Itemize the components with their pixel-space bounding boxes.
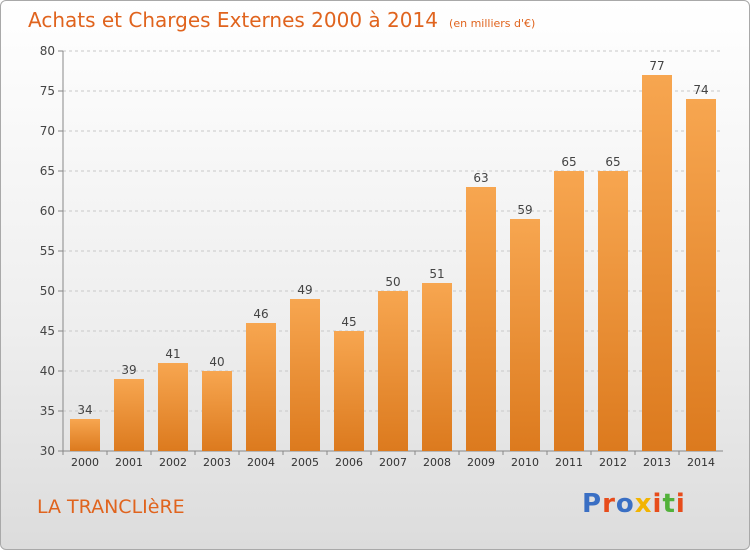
x-tick-label: 2010 [511,456,539,469]
chart-title: Achats et Charges Externes 2000 à 2014 [28,8,438,32]
bar-value-label: 74 [693,83,708,97]
bar [158,363,188,451]
bar-value-label: 49 [297,283,312,297]
bar [598,171,628,451]
x-tick-label: 2000 [71,456,99,469]
proxiti-logo: Proxiti [582,489,686,519]
y-tick-label: 60 [40,204,55,218]
bar-value-label: 45 [341,315,356,329]
y-tick-label: 55 [40,244,55,258]
y-tick-label: 45 [40,324,55,338]
y-tick-label: 75 [40,84,55,98]
bar-value-label: 65 [561,155,576,169]
x-tick-label: 2013 [643,456,671,469]
logo-letter: r [602,489,616,519]
x-tick-label: 2014 [687,456,715,469]
bar [290,299,320,451]
bar-value-label: 34 [77,403,92,417]
y-tick-label: 70 [40,124,55,138]
logo-letter: o [615,489,635,519]
bar [686,99,716,451]
logo-letter: P [582,489,603,519]
title-row: Achats et Charges Externes 2000 à 2014 (… [28,8,535,32]
logo-letter: x [634,489,653,519]
place-name: LA TRANCLIèRE [37,496,185,518]
bar [246,323,276,451]
logo-letter: t [662,489,676,519]
chart-subtitle: (en milliers d'€) [449,17,536,30]
y-tick-label: 50 [40,284,55,298]
bar [422,283,452,451]
bar-value-label: 51 [429,267,444,281]
bar [554,171,584,451]
y-tick-label: 30 [40,444,55,458]
y-tick-label: 35 [40,404,55,418]
bar-value-label: 50 [385,275,400,289]
x-tick-label: 2008 [423,456,451,469]
bar-value-label: 46 [253,307,268,321]
x-tick-label: 2011 [555,456,583,469]
x-tick-label: 2012 [599,456,627,469]
bar [202,371,232,451]
x-tick-label: 2004 [247,456,275,469]
x-tick-label: 2006 [335,456,363,469]
x-tick-label: 2001 [115,456,143,469]
bar-value-label: 39 [121,363,136,377]
logo-letter: i [652,489,663,519]
y-tick-label: 65 [40,164,55,178]
bar [70,419,100,451]
bar-value-label: 65 [605,155,620,169]
x-tick-label: 2005 [291,456,319,469]
bar [466,187,496,451]
bar [114,379,144,451]
x-tick-label: 2007 [379,456,407,469]
bar-value-label: 59 [517,203,532,217]
bar-value-label: 40 [209,355,224,369]
logo-letter: i [675,489,686,519]
bar [334,331,364,451]
bar-value-label: 63 [473,171,488,185]
x-tick-label: 2002 [159,456,187,469]
y-tick-label: 40 [40,364,55,378]
y-tick-label: 80 [40,44,55,58]
bar-value-label: 41 [165,347,180,361]
bar-value-label: 77 [649,59,664,73]
bar [510,219,540,451]
bar [642,75,672,451]
bar [378,291,408,451]
x-tick-label: 2003 [203,456,231,469]
x-tick-label: 2009 [467,456,495,469]
